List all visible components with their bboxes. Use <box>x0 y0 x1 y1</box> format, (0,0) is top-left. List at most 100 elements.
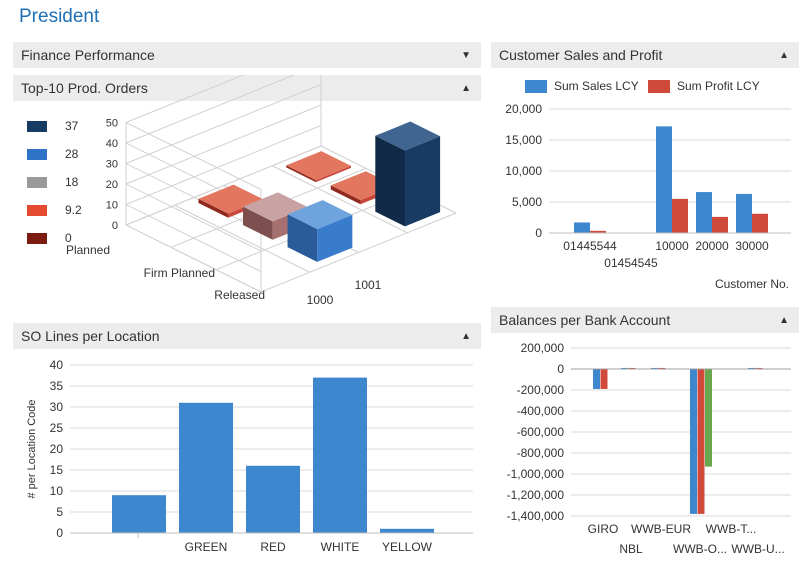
legend-label: 9.2 <box>65 203 82 217</box>
bar-giro <box>593 369 600 389</box>
y-tick-label: -800,000 <box>517 446 565 460</box>
x-tick-label: 10000 <box>655 239 689 253</box>
legend-swatch <box>27 176 47 188</box>
y-tick-label: 10 <box>50 484 64 498</box>
y-tick-label: 10,000 <box>505 164 542 178</box>
z-tick-label: 40 <box>106 138 118 150</box>
x-axis-label: Customer No. <box>715 277 789 291</box>
x-tick-label: WWB-T... <box>706 522 757 536</box>
customer-sales-chart: 0 5,000 10,000 15,000 20,000 01445544 01454545… <box>505 102 791 291</box>
y-tick-label: -200,000 <box>517 383 565 397</box>
wall-gridline <box>125 104 322 185</box>
y-tick-label: 200,000 <box>521 341 565 355</box>
floor-gridline <box>272 165 408 234</box>
y-tick-label: -600,000 <box>517 425 565 439</box>
bar-giro <box>600 369 608 389</box>
plot-area <box>125 75 457 293</box>
chevron-up-icon[interactable]: ▲ <box>461 82 471 94</box>
legend-label: Sum Profit LCY <box>677 79 760 93</box>
bar-wwb-o- <box>705 369 712 467</box>
balances-header[interactable]: Balances per Bank Account ▲ <box>491 307 799 333</box>
wall-gridline <box>125 163 262 231</box>
so-lines-header[interactable]: SO Lines per Location ▲ <box>13 323 481 349</box>
bar-planned-1001 <box>286 151 351 183</box>
y-tick-label: 15 <box>50 463 64 477</box>
x-tick-label: 01445544 <box>563 239 617 253</box>
x-tick-label: WHITE <box>321 540 360 554</box>
wall-gridline <box>125 75 296 144</box>
so-lines-chart: 0 5 10 15 20 25 30 35 40 # per Location Code GREEN… <box>26 358 473 554</box>
bar-face <box>243 192 308 222</box>
x-tick-label: WWB-EUR <box>631 522 691 536</box>
top10-prod-orders-part: Top-10 Prod. Orders ▲ 37 28 18 9.2 0 50 40 30 2… <box>13 75 481 315</box>
x-tick-label: WWB-O... <box>673 542 727 556</box>
legend-label: 37 <box>65 119 79 133</box>
y-tick-label: 20,000 <box>505 102 542 116</box>
y-tick-label: 0 <box>557 362 564 376</box>
balances-part: Balances per Bank Account ▲ -1,400,000 -1… <box>491 307 799 573</box>
bar-sum-sales-lcy <box>656 126 672 233</box>
finance-performance-header[interactable]: Finance Performance ▼ <box>13 42 481 68</box>
bar-released-1000 <box>287 200 353 262</box>
bar-sum-profit-lcy <box>752 213 768 233</box>
x-tick-label: YELLOW <box>382 540 433 554</box>
customer-sales-part: Customer Sales and Profit ▲ Sum Sales LC… <box>491 42 799 297</box>
bar-face <box>287 214 318 262</box>
legend-entry: 37 <box>27 119 78 133</box>
y-tick-label: 5,000 <box>512 195 542 209</box>
wall-gridline <box>125 122 262 190</box>
legend-swatch <box>27 204 47 216</box>
chevron-down-icon[interactable]: ▼ <box>461 49 471 61</box>
part-title: Balances per Bank Account <box>499 312 671 328</box>
bar-face <box>375 121 441 151</box>
y-tick-label: 0 <box>535 226 542 240</box>
legend-entry: 18 <box>27 175 78 189</box>
bar-wwb-o- <box>690 369 697 514</box>
chevron-up-icon[interactable]: ▲ <box>779 314 789 326</box>
row-label: Released <box>214 288 265 302</box>
y-tick-label: -1,200,000 <box>507 488 565 502</box>
bar-face <box>286 165 316 183</box>
legend-label: 18 <box>65 175 79 189</box>
legend-label: Sum Sales LCY <box>554 79 639 93</box>
bar-face <box>405 136 441 227</box>
wall-gridline <box>125 224 262 293</box>
bar-sum-profit-lcy <box>672 198 688 233</box>
bar-green <box>179 402 233 533</box>
z-tick-label: 10 <box>106 200 118 212</box>
row-label: Planned <box>66 243 110 257</box>
bar-sum-profit-lcy <box>590 230 606 233</box>
bar-face <box>315 165 351 183</box>
legend-profit: Sum Profit LCY <box>648 79 760 93</box>
chevron-up-icon[interactable]: ▲ <box>461 330 471 342</box>
wall-gridline <box>125 84 322 164</box>
y-tick-label: 0 <box>56 526 63 540</box>
legend-swatch <box>27 232 47 244</box>
wall-gridline <box>125 204 262 272</box>
bar-white <box>313 377 367 533</box>
chevron-up-icon[interactable]: ▲ <box>779 49 789 61</box>
wall-gridline <box>125 75 245 123</box>
legend-entry: 28 <box>27 147 78 161</box>
legend-swatch <box>525 79 547 93</box>
wall-gridline <box>125 145 322 226</box>
part-title: Top-10 Prod. Orders <box>21 80 148 96</box>
customer-sales-header[interactable]: Customer Sales and Profit ▲ <box>491 42 799 68</box>
legend-swatch <box>27 120 47 132</box>
floor-gridline <box>174 204 310 273</box>
top10-prod-orders-header[interactable]: Top-10 Prod. Orders ▲ <box>13 75 481 101</box>
bar-face <box>243 206 273 240</box>
bar-face <box>375 135 405 227</box>
bar-face <box>286 151 351 181</box>
bar-face <box>330 185 361 205</box>
bar-face <box>287 200 353 230</box>
part-title: Customer Sales and Profit <box>499 47 663 63</box>
legend-sales: Sum Sales LCY <box>525 79 639 93</box>
bar-sum-sales-lcy <box>736 193 752 233</box>
floor-gridline <box>260 212 457 293</box>
y-tick-label: 35 <box>50 379 64 393</box>
x-tick-label: 01454545 <box>604 256 658 270</box>
bar-yellow <box>380 528 434 533</box>
finance-performance-part: Finance Performance ▼ <box>13 42 481 68</box>
x-tick-label: 20000 <box>695 239 729 253</box>
